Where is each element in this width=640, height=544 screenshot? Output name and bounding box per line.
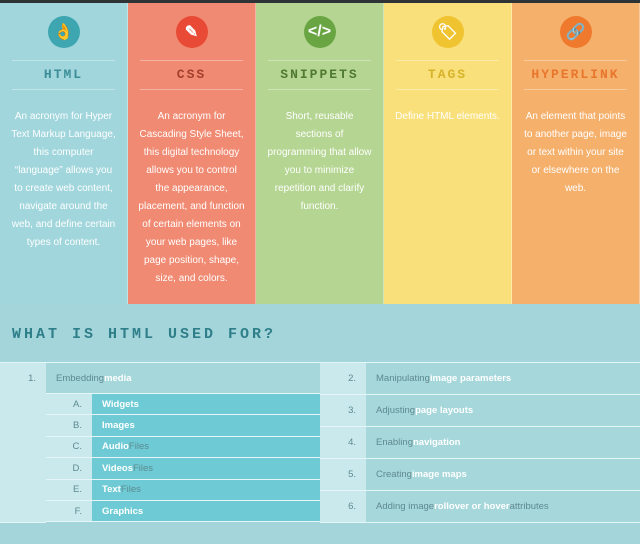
item-number: 1.: [0, 363, 46, 523]
column-description: An acronym for Cascading Style Sheet, th…: [138, 111, 245, 284]
folder-magic-wand-icon: ✎: [175, 16, 208, 48]
sub-item-letter: D.: [46, 458, 92, 480]
column-title: HTML: [43, 67, 84, 82]
column-title: HYPERLINK: [531, 67, 620, 82]
section-heading: WHAT IS HTML USED FOR?: [12, 326, 277, 343]
divider: [268, 89, 371, 90]
column-snippets: </> SNIPPETS Short, reusable sections of…: [256, 3, 384, 304]
divider: [140, 89, 243, 90]
list-item-text: Adding image rollover or hover attribute…: [366, 491, 640, 523]
item-number: 2.: [320, 363, 366, 395]
item-number: 5.: [320, 459, 366, 491]
column-hyperlink: 🔗 HYPERLINK An element that points to an…: [512, 3, 640, 304]
column-title: TAGS: [427, 67, 468, 82]
top-border: [0, 0, 640, 3]
glossary-columns: 👌 HTML An acronym for Hyper Text Markup …: [0, 3, 640, 304]
list-item-text: Manipulating image parameters: [366, 363, 640, 395]
column-tags: 🏷 TAGS Define HTML elements.: [384, 3, 512, 304]
chain-link-icon: 🔗: [559, 16, 592, 48]
code-icon: </>: [303, 16, 336, 48]
divider: [524, 60, 627, 61]
divider: [140, 60, 243, 61]
sub-item-text: Images: [92, 415, 320, 437]
divider: [396, 89, 499, 90]
sub-item-text: Videos Files: [92, 458, 320, 480]
sub-item-letter: E.: [46, 479, 92, 501]
sub-item-text: Audio Files: [92, 436, 320, 459]
list-item-text: Adjusting page layouts: [366, 395, 640, 427]
sub-item-text: Text Files: [92, 479, 320, 501]
sub-item-letter: C.: [46, 436, 92, 459]
column-css: ✎ CSS An acronym for Cascading Style She…: [128, 3, 256, 304]
item-number: 6.: [320, 491, 366, 523]
divider: [396, 60, 499, 61]
column-description: Define HTML elements.: [395, 111, 500, 122]
column-title: SNIPPETS: [280, 67, 359, 82]
list-item-text: Embedding media: [46, 363, 320, 394]
divider: [12, 60, 115, 61]
divider: [268, 60, 371, 61]
item-number: 3.: [320, 395, 366, 427]
column-description: Short, reusable sections of programming …: [267, 111, 372, 212]
column-title: CSS: [176, 67, 207, 82]
divider: [524, 89, 627, 90]
tag-icon: 🏷: [431, 16, 464, 48]
ok-hand-icon: 👌: [47, 16, 80, 48]
divider: [12, 89, 115, 90]
sub-item-letter: B.: [46, 415, 92, 437]
column-html: 👌 HTML An acronym for Hyper Text Markup …: [0, 3, 128, 304]
column-description: An element that points to another page, …: [524, 111, 627, 194]
list-item-text: Enabling navigation: [366, 427, 640, 459]
sub-item-text: Widgets: [92, 394, 320, 416]
list-item-text: Creating image maps: [366, 459, 640, 491]
uses-table: 1. Embedding media A. Widgets B. Images C. Audi…: [0, 362, 640, 523]
sub-item-letter: A.: [46, 394, 92, 416]
sub-item-text: Graphics: [92, 501, 320, 523]
sub-item-letter: F.: [46, 501, 92, 523]
item-number: 4.: [320, 427, 366, 459]
column-description: An acronym for Hyper Text Markup Languag…: [11, 111, 116, 248]
